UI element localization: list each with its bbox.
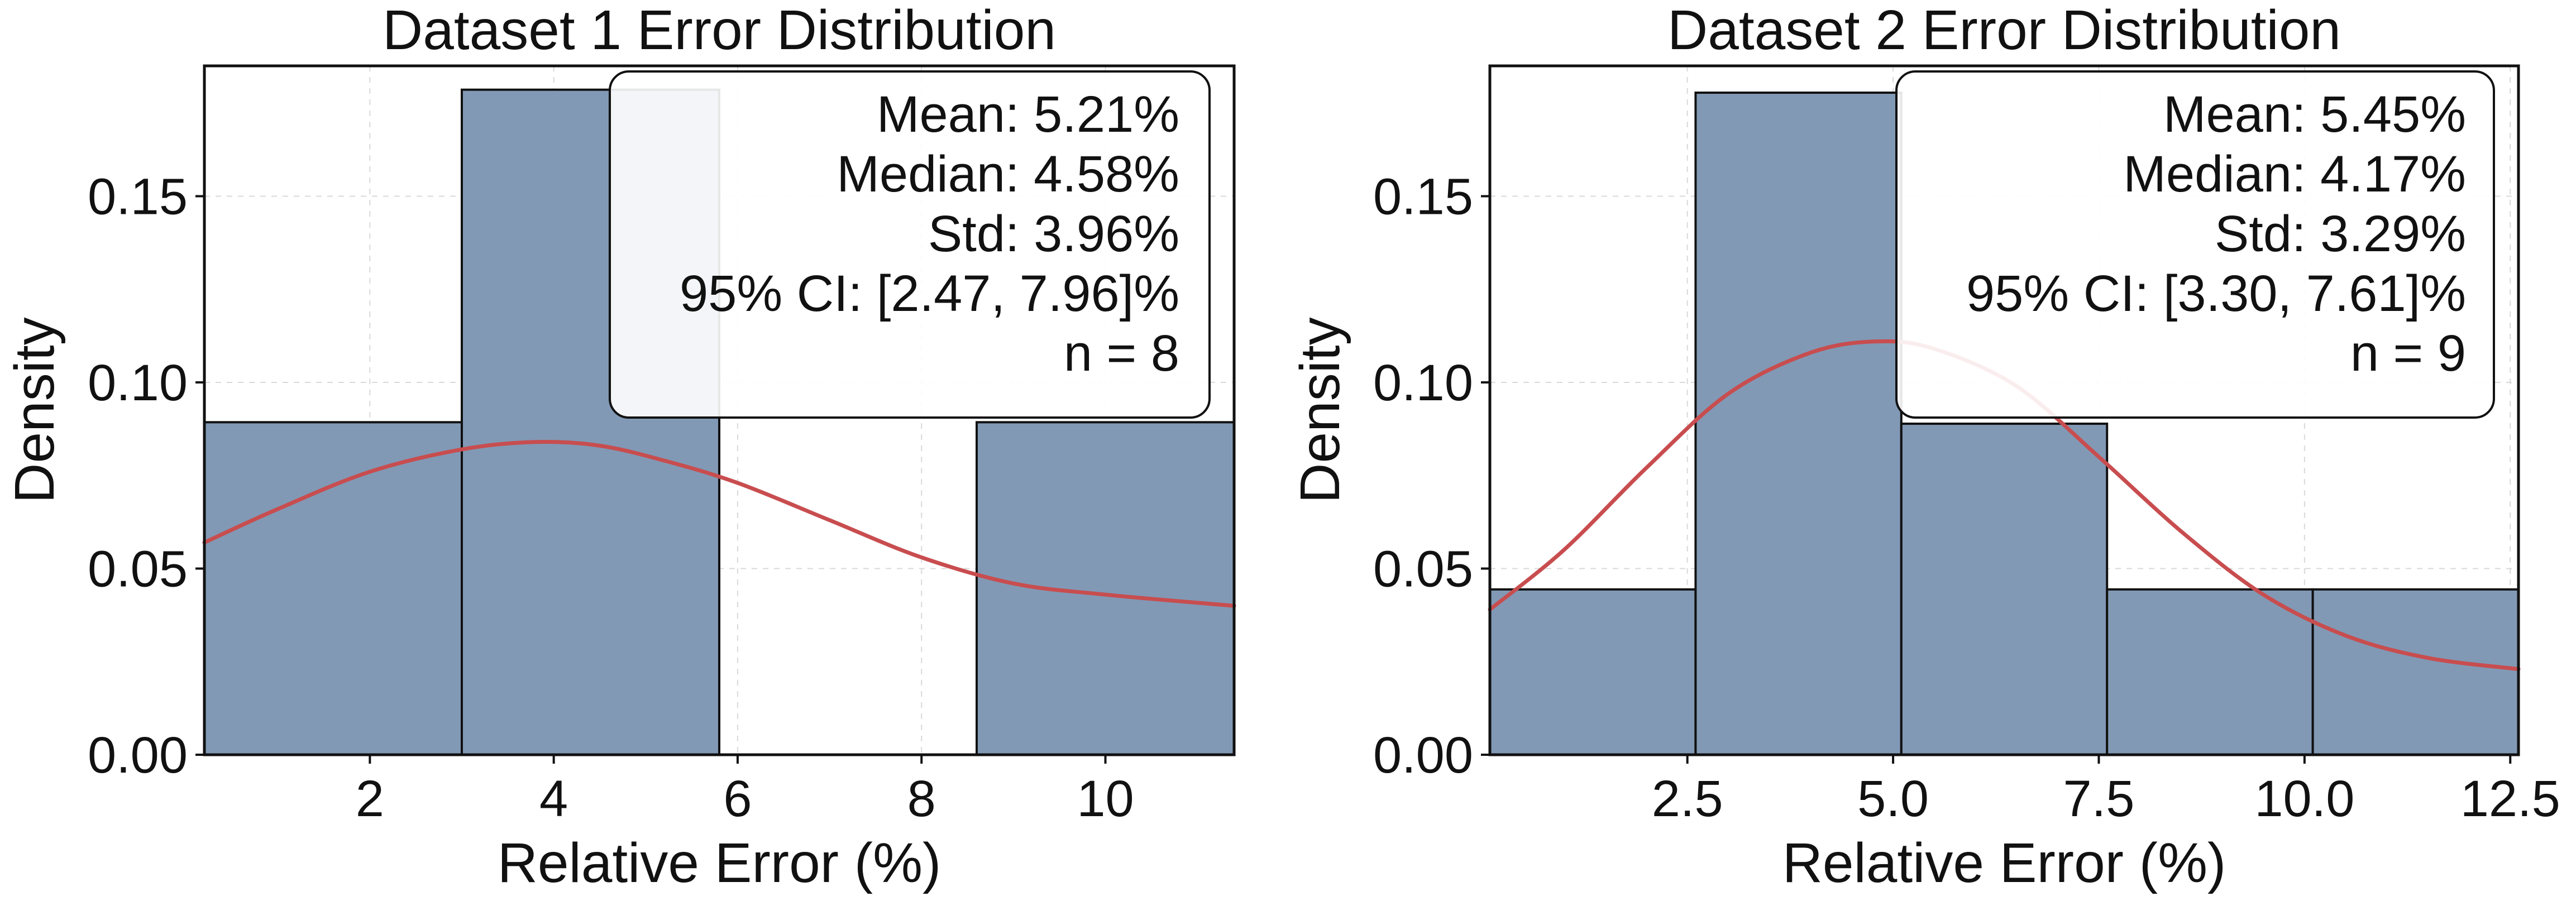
stats-line: 95% CI: [2.47, 7.96]% (680, 265, 1179, 322)
chart-title: Dataset 2 Error Distribution (1667, 0, 2341, 61)
histogram-bar (1900, 423, 2109, 756)
stats-line: Median: 4.58% (837, 146, 1179, 203)
stats-box (609, 70, 1211, 419)
stats-line: Mean: 5.45% (2163, 86, 2466, 143)
stats-line: Std: 3.96% (928, 205, 1179, 262)
stats-line: n = 8 (1064, 325, 1179, 382)
x-tick-label: 12.5 (2460, 770, 2560, 827)
y-tick-label: 0.10 (88, 354, 188, 411)
y-tick-label: 0.15 (88, 168, 188, 225)
x-tick-label: 5.0 (1857, 770, 1929, 827)
histogram-bar (203, 421, 463, 756)
x-tick-label: 6 (723, 770, 752, 827)
y-tick-label: 0.15 (1373, 168, 1473, 225)
y-tick-label: 0.10 (1373, 354, 1473, 411)
y-axis-label: Density (1289, 317, 1351, 503)
stats-line: n = 9 (2350, 325, 2466, 382)
stats-line: 95% CI: [3.30, 7.61]% (1966, 265, 2466, 322)
chart-title: Dataset 1 Error Distribution (383, 0, 1056, 61)
chart-panel-dataset-1: Mean: 5.21%Median: 4.58%Std: 3.96%95% CI… (3, 0, 1236, 894)
stats-line: Median: 4.17% (2123, 146, 2466, 203)
x-tick-label: 7.5 (2063, 770, 2135, 827)
chart-panel-dataset-2: Mean: 5.45%Median: 4.17%Std: 3.29%95% CI… (1289, 0, 2560, 894)
stats-box (1895, 70, 2495, 419)
histogram-bar (1489, 588, 1697, 756)
x-axis-label: Relative Error (%) (498, 832, 941, 894)
y-tick-label: 0.05 (1373, 540, 1473, 597)
stats-line: Mean: 5.21% (877, 86, 1179, 143)
histogram-bar (976, 421, 1235, 756)
x-tick-label: 4 (539, 770, 568, 827)
y-tick-label: 0.05 (88, 540, 188, 597)
x-tick-label: 2 (356, 770, 384, 827)
axes-frame (203, 64, 1236, 756)
histogram-bar (2311, 588, 2520, 756)
y-axis-label: Density (3, 317, 66, 503)
histogram-bar (2106, 588, 2314, 756)
kde-curve (202, 439, 1236, 608)
y-tick-label: 0.00 (1373, 727, 1473, 784)
x-tick-label: 8 (907, 770, 936, 827)
x-axis-label: Relative Error (%) (1782, 832, 2226, 894)
x-tick-label: 10.0 (2254, 770, 2354, 827)
axes-frame (1488, 64, 2520, 756)
y-tick-label: 0.00 (88, 727, 188, 784)
x-tick-label: 2.5 (1652, 770, 1723, 827)
stats-line: Std: 3.29% (2215, 205, 2466, 262)
histogram-bar (1694, 92, 1903, 756)
x-tick-label: 10 (1077, 770, 1134, 827)
